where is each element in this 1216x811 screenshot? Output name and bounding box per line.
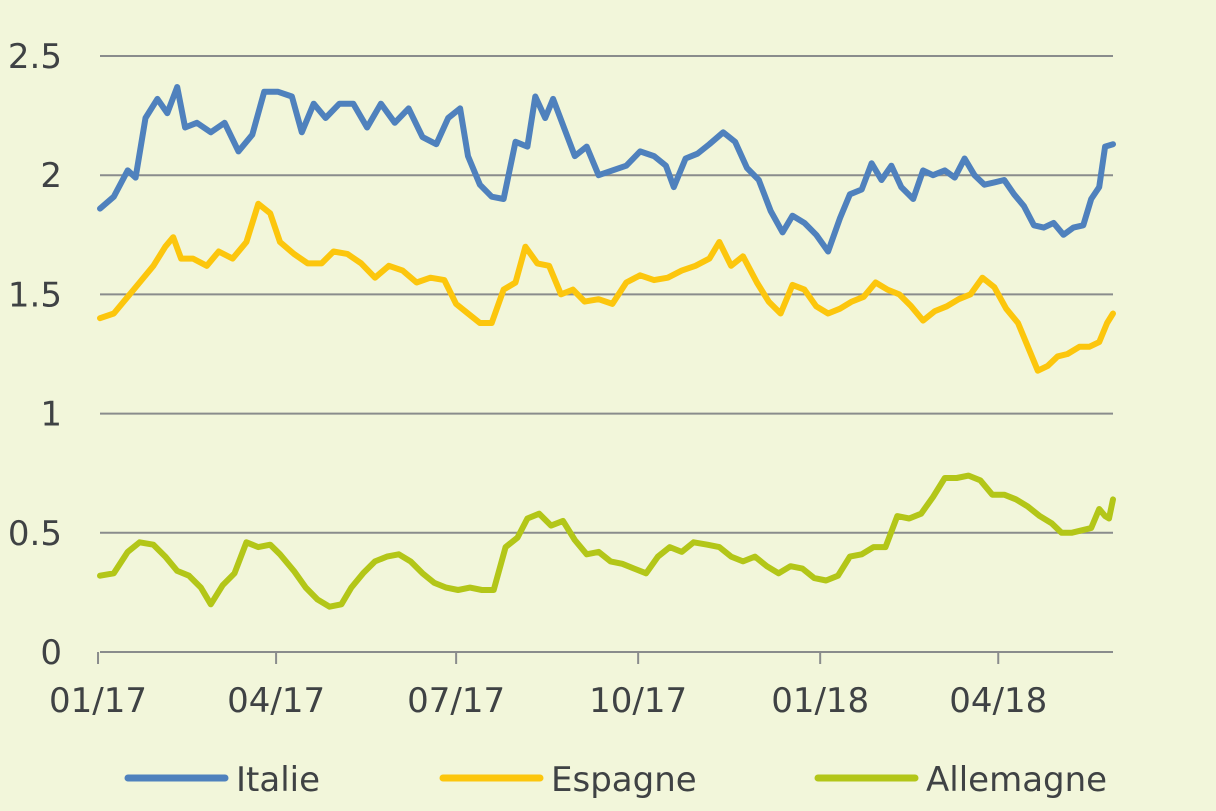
x-tick-label: 04/17: [227, 681, 325, 721]
y-tick-label: 1.5: [8, 275, 62, 315]
gridlines: [100, 55, 1113, 534]
series-line-allemagne: [97, 472, 1116, 610]
x-tick-label: 01/18: [771, 681, 869, 721]
x-tick-label: 04/18: [949, 681, 1047, 721]
y-tick-label: 2.5: [8, 37, 62, 77]
x-axis: 01/17 04/17 07/17 10/17 01/18 04/18: [49, 651, 1113, 721]
x-tick-label: 10/17: [589, 681, 687, 721]
x-tick-label: 07/17: [407, 681, 505, 721]
x-tick-label: 01/17: [49, 681, 147, 721]
y-axis-tick-labels: 0 0.5 1 1.5 2 2.5: [8, 37, 62, 673]
y-tick-label: 0: [40, 633, 62, 673]
series-line-espagne: [97, 200, 1116, 374]
y-tick-label: 1: [40, 395, 62, 435]
legend-label-italie: Italie: [236, 760, 320, 800]
series-lines: [97, 84, 1116, 610]
y-tick-label: 0.5: [8, 514, 62, 554]
legend-label-espagne: Espagne: [551, 760, 697, 800]
legend: Italie Espagne Allemagne: [124, 760, 1107, 800]
series-line-italie: [97, 84, 1116, 255]
legend-label-allemagne: Allemagne: [926, 760, 1107, 800]
y-tick-label: 2: [40, 156, 62, 196]
